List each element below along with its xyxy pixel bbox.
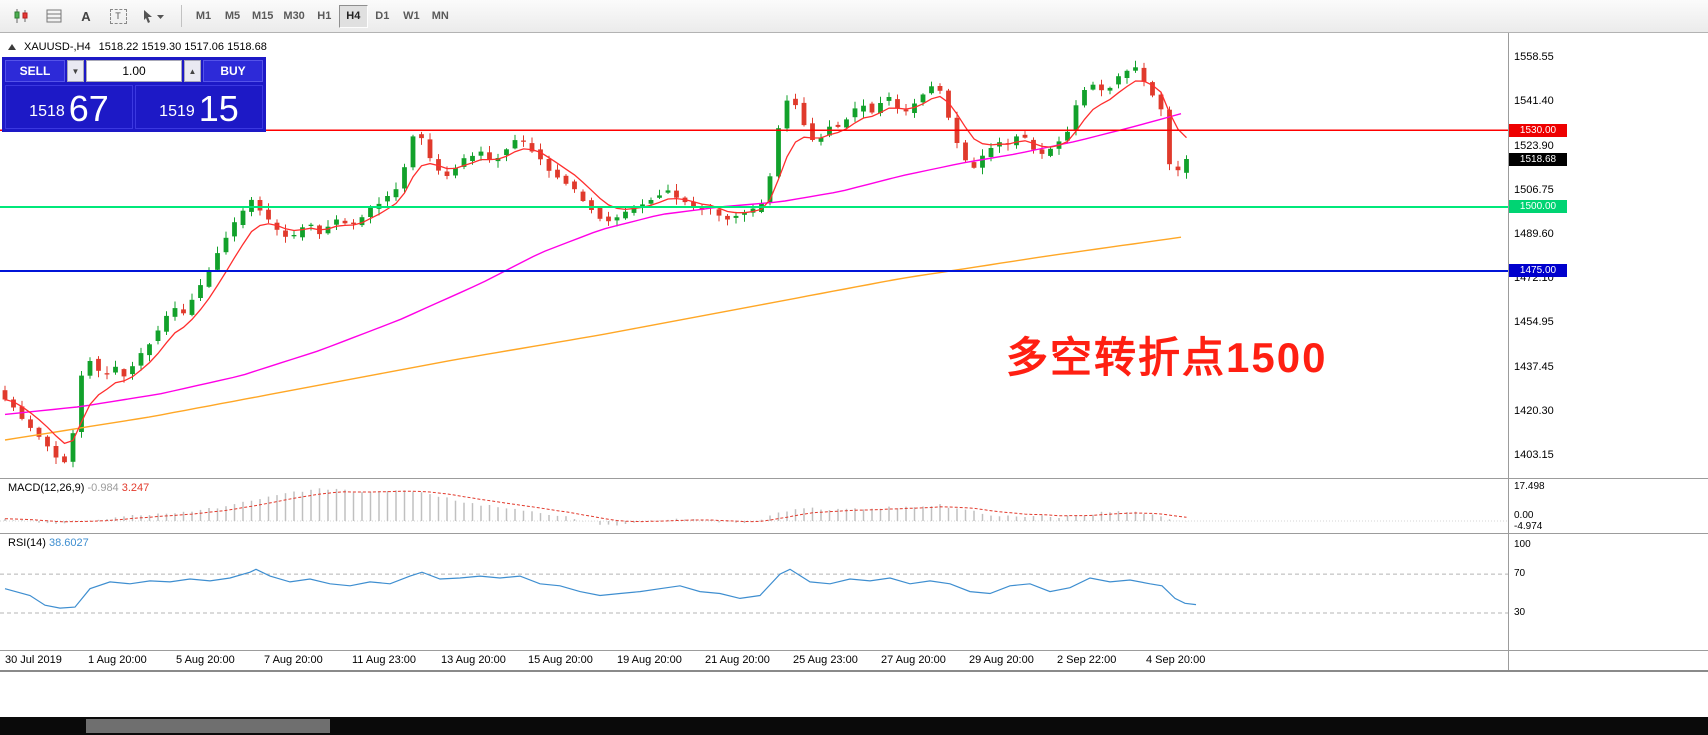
rsi-panel-separator <box>0 533 1708 534</box>
time-axis-label: 15 Aug 20:00 <box>528 654 593 666</box>
macd-main-value: -0.984 <box>87 482 119 494</box>
price-axis-label: 1506.75 <box>1514 184 1554 196</box>
macd-indicator-label: MACD(12,26,9) -0.984 3.247 <box>8 482 149 494</box>
price-axis-label: 1541.40 <box>1514 95 1554 107</box>
symbol-label: XAUUSD-,H4 <box>24 41 91 53</box>
tf-button-m15[interactable]: M15 <box>252 10 274 22</box>
one-click-trading-panel: SELL ▼ ▲ BUY 1518 67 1519 15 <box>2 57 266 132</box>
time-axis-label: 25 Aug 23:00 <box>793 654 858 666</box>
text-tool-icon[interactable]: A <box>81 8 91 24</box>
macd-axis-label: 0.00 <box>1514 510 1534 521</box>
price-axis-label: 1489.60 <box>1514 228 1554 240</box>
grid-icon[interactable] <box>39 3 69 30</box>
price-axis-label: 1558.55 <box>1514 51 1554 63</box>
toolbar-separator <box>181 5 182 27</box>
tf-button-m1[interactable]: M1 <box>195 10 212 22</box>
time-axis-label: 13 Aug 20:00 <box>441 654 506 666</box>
time-axis-separator <box>0 650 1708 651</box>
buy-button[interactable]: BUY <box>203 60 263 82</box>
tf-button-m5[interactable]: M5 <box>224 10 241 22</box>
rsi-axis-label: 70 <box>1514 568 1526 579</box>
textbox-tool-icon[interactable]: T <box>103 3 133 30</box>
taskbar-app-button[interactable] <box>86 719 330 733</box>
tf-button-d1[interactable]: D1 <box>375 10 390 22</box>
volume-up-button[interactable]: ▲ <box>184 60 201 82</box>
symbol-direction-icon <box>8 44 16 50</box>
price-axis-separator <box>1508 33 1509 671</box>
rsi-indicator-label: RSI(14) 38.6027 <box>8 537 89 549</box>
sell-price-display[interactable]: 1518 67 <box>5 85 133 129</box>
price-axis-label: 1437.45 <box>1514 361 1554 373</box>
tf-button-w1[interactable]: W1 <box>403 10 420 22</box>
time-axis-label: 1 Aug 20:00 <box>88 654 147 666</box>
sell-button[interactable]: SELL <box>5 60 65 82</box>
resistance-level-badge: 1530.00 <box>1509 124 1567 137</box>
time-axis-label: 2 Sep 22:00 <box>1057 654 1117 666</box>
pivot-level-badge: 1500.00 <box>1509 200 1567 213</box>
time-axis-label: 29 Aug 20:00 <box>969 654 1034 666</box>
cursor-tool-icon[interactable] <box>135 3 173 30</box>
rsi-name: RSI(14) <box>8 537 46 549</box>
volume-input[interactable] <box>86 60 182 82</box>
current-price-badge: 1518.68 <box>1509 153 1567 166</box>
price-axis-label: 1420.30 <box>1514 405 1554 417</box>
macd-panel-separator <box>0 478 1708 479</box>
macd-signal-value: 3.247 <box>121 482 150 494</box>
timeframe-toolbar: M1 M5 M15 M30 H1 H4 D1 W1 MN <box>189 4 455 28</box>
support-level-badge: 1475.00 <box>1509 264 1567 277</box>
time-axis-label: 5 Aug 20:00 <box>176 654 235 666</box>
rsi-axis-label: 30 <box>1514 607 1526 618</box>
chart-annotation-text: 多空转折点1500 <box>1006 334 1328 381</box>
price-axis-label: 1454.95 <box>1514 316 1554 328</box>
time-axis-label: 30 Jul 2019 <box>5 654 62 666</box>
price-axis-label: 1523.90 <box>1514 140 1554 152</box>
time-axis-label: 27 Aug 20:00 <box>881 654 946 666</box>
tf-button-h4-active[interactable]: H4 <box>338 4 368 28</box>
tf-button-m30[interactable]: M30 <box>283 10 305 22</box>
rsi-value: 38.6027 <box>48 537 89 549</box>
time-axis-label: 4 Sep 20:00 <box>1146 654 1206 666</box>
window-bottom-border <box>0 670 1708 672</box>
buy-price-pips: 15 <box>198 88 239 129</box>
sell-price-pips: 67 <box>68 88 109 129</box>
chart-title: XAUUSD-,H4 1518.22 1519.30 1517.06 1518.… <box>8 41 267 53</box>
time-axis-label: 7 Aug 20:00 <box>264 654 323 666</box>
ohlc-values: 1518.22 1519.30 1517.06 1518.68 <box>98 41 267 53</box>
rsi-axis-label: 100 <box>1514 539 1531 550</box>
time-axis-label: 11 Aug 23:00 <box>352 654 417 666</box>
tf-button-mn[interactable]: MN <box>431 10 449 22</box>
toolbar: A T M1 M5 M15 M30 H1 H4 D1 W1 MN <box>0 0 1708 33</box>
volume-down-button[interactable]: ▼ <box>67 60 84 82</box>
macd-name: MACD(12,26,9) <box>8 482 85 494</box>
time-axis-label: 19 Aug 20:00 <box>617 654 682 666</box>
sell-price-main: 1518 <box>29 103 65 120</box>
taskbar <box>0 717 1708 735</box>
tf-button-h1[interactable]: H1 <box>317 10 332 22</box>
candlestick-chart-icon[interactable] <box>7 3 37 30</box>
price-axis-label: 1403.15 <box>1514 449 1554 461</box>
textbox-glyph: T <box>109 8 127 24</box>
time-axis-label: 21 Aug 20:00 <box>705 654 770 666</box>
buy-price-main: 1519 <box>159 103 195 120</box>
buy-price-display[interactable]: 1519 15 <box>135 85 263 129</box>
macd-axis-label: -4.974 <box>1514 521 1543 532</box>
macd-axis-label: 17.498 <box>1514 481 1545 492</box>
